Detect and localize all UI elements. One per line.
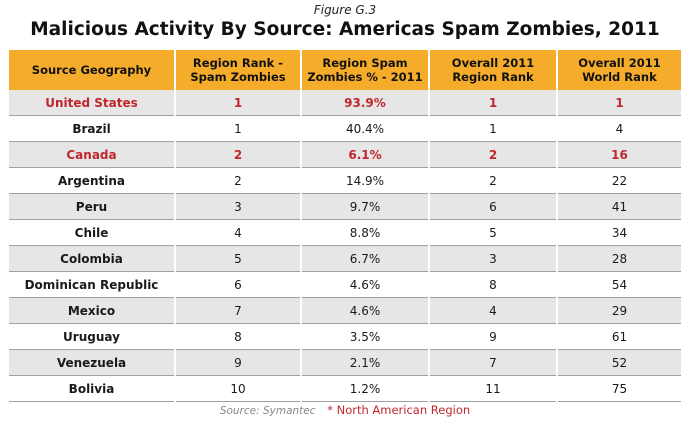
cell-region-rank: 4 xyxy=(175,219,302,246)
table-row: Bolivia 10 1.2% 11 75 xyxy=(9,375,681,402)
cell-world-rank: 34 xyxy=(557,219,681,246)
table-row: Venezuela 9 2.1% 7 52 xyxy=(9,349,681,376)
cell-geography: Canada xyxy=(9,141,176,168)
data-table: Source Geography Region Rank - Spam Zomb… xyxy=(9,50,681,402)
cell-region-pct: 93.9% xyxy=(301,90,430,116)
column-header-source-geography: Source Geography xyxy=(9,50,176,90)
cell-overall-region-rank: 1 xyxy=(429,90,558,116)
cell-region-pct: 6.7% xyxy=(301,245,430,272)
column-header-region-pct: Region Spam Zombies % - 2011 xyxy=(301,50,430,90)
cell-region-pct: 2.1% xyxy=(301,349,430,376)
cell-geography: Chile xyxy=(9,219,176,246)
cell-region-rank: 9 xyxy=(175,349,302,376)
column-header-world-rank: Overall 2011 World Rank xyxy=(557,50,681,90)
cell-region-rank: 8 xyxy=(175,323,302,350)
cell-overall-region-rank: 3 xyxy=(429,245,558,272)
cell-region-rank: 7 xyxy=(175,297,302,324)
cell-region-rank: 6 xyxy=(175,271,302,298)
column-header-overall-region-rank: Overall 2011 Region Rank xyxy=(429,50,558,90)
north-american-note: * North American Region xyxy=(327,403,471,417)
cell-world-rank: 4 xyxy=(557,115,681,142)
cell-world-rank: 41 xyxy=(557,193,681,220)
cell-geography: Argentina xyxy=(9,167,176,194)
table-row: Colombia 5 6.7% 3 28 xyxy=(9,245,681,272)
cell-geography: Bolivia xyxy=(9,375,176,402)
cell-world-rank: 29 xyxy=(557,297,681,324)
cell-world-rank: 22 xyxy=(557,167,681,194)
cell-region-rank: 1 xyxy=(175,115,302,142)
cell-overall-region-rank: 7 xyxy=(429,349,558,376)
figure-label: Figure G.3 xyxy=(313,3,377,17)
cell-overall-region-rank: 5 xyxy=(429,219,558,246)
cell-overall-region-rank: 2 xyxy=(429,167,558,194)
cell-region-rank: 10 xyxy=(175,375,302,402)
table-row: Peru 3 9.7% 6 41 xyxy=(9,193,681,220)
table-body: United States 1 93.9% 1 1 Brazil 1 40.4% 1 4 Canad… xyxy=(9,90,681,402)
cell-world-rank: 54 xyxy=(557,271,681,298)
cell-overall-region-rank: 11 xyxy=(429,375,558,402)
cell-region-pct: 1.2% xyxy=(301,375,430,402)
source-credit: Source: Symantec xyxy=(219,405,316,417)
cell-region-pct: 6.1% xyxy=(301,141,430,168)
cell-region-rank: 5 xyxy=(175,245,302,272)
cell-region-rank: 1 xyxy=(175,90,302,116)
table-header: Source Geography Region Rank - Spam Zomb… xyxy=(9,50,681,90)
table-row: Canada 2 6.1% 2 16 xyxy=(9,141,681,168)
footer: Source: Symantec * North American Region xyxy=(0,403,690,417)
cell-geography: Colombia xyxy=(9,245,176,272)
cell-region-rank: 2 xyxy=(175,167,302,194)
table-row: Argentina 2 14.9% 2 22 xyxy=(9,167,681,194)
cell-world-rank: 52 xyxy=(557,349,681,376)
cell-region-pct: 14.9% xyxy=(301,167,430,194)
table-row: Uruguay 8 3.5% 9 61 xyxy=(9,323,681,350)
cell-region-pct: 3.5% xyxy=(301,323,430,350)
cell-region-rank: 2 xyxy=(175,141,302,168)
chart-title: Malicious Activity By Source: Americas S… xyxy=(30,19,660,40)
cell-geography: Peru xyxy=(9,193,176,220)
cell-world-rank: 1 xyxy=(557,90,681,116)
cell-world-rank: 75 xyxy=(557,375,681,402)
cell-world-rank: 28 xyxy=(557,245,681,272)
cell-region-pct: 9.7% xyxy=(301,193,430,220)
cell-geography: Venezuela xyxy=(9,349,176,376)
cell-overall-region-rank: 4 xyxy=(429,297,558,324)
cell-geography: Brazil xyxy=(9,115,176,142)
table-row: Brazil 1 40.4% 1 4 xyxy=(9,115,681,142)
cell-geography: United States xyxy=(9,90,176,116)
cell-geography: Dominican Republic xyxy=(9,271,176,298)
table-row: United States 1 93.9% 1 1 xyxy=(9,90,681,116)
table-row: Mexico 7 4.6% 4 29 xyxy=(9,297,681,324)
cell-overall-region-rank: 2 xyxy=(429,141,558,168)
cell-overall-region-rank: 6 xyxy=(429,193,558,220)
column-header-region-rank: Region Rank - Spam Zombies xyxy=(175,50,302,90)
cell-world-rank: 16 xyxy=(557,141,681,168)
cell-world-rank: 61 xyxy=(557,323,681,350)
cell-geography: Uruguay xyxy=(9,323,176,350)
cell-geography: Mexico xyxy=(9,297,176,324)
cell-region-pct: 4.6% xyxy=(301,297,430,324)
cell-overall-region-rank: 9 xyxy=(429,323,558,350)
table-row: Dominican Republic 6 4.6% 8 54 xyxy=(9,271,681,298)
cell-overall-region-rank: 8 xyxy=(429,271,558,298)
cell-overall-region-rank: 1 xyxy=(429,115,558,142)
cell-region-pct: 40.4% xyxy=(301,115,430,142)
cell-region-pct: 8.8% xyxy=(301,219,430,246)
cell-region-rank: 3 xyxy=(175,193,302,220)
cell-region-pct: 4.6% xyxy=(301,271,430,298)
table-row: Chile 4 8.8% 5 34 xyxy=(9,219,681,246)
header-row: Source Geography Region Rank - Spam Zomb… xyxy=(9,50,681,90)
